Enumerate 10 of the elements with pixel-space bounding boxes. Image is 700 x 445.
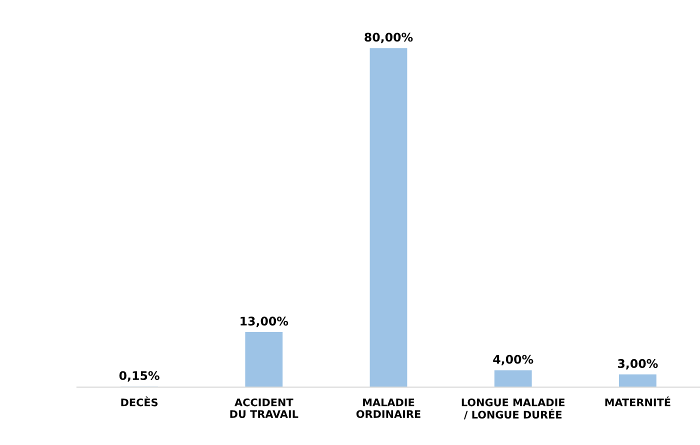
- x-tick-label: MATERNITÉ: [605, 396, 670, 406]
- data-label: 4,00%: [493, 354, 534, 366]
- x-tick-label: ACCIDENT DU TRAVAIL: [230, 398, 298, 418]
- data-label: 3,00%: [618, 359, 658, 370]
- x-tick-label: MALADIE ORDINAIRE: [356, 398, 420, 418]
- data-label: 0,15%: [119, 371, 160, 382]
- data-label: 80,00%: [364, 32, 413, 44]
- x-tick-label: DECÈS: [121, 396, 158, 406]
- data-label: 13,00%: [240, 316, 288, 328]
- x-tick-label: LONGUE MALADIE / LONGUE DURÉE: [462, 398, 565, 420]
